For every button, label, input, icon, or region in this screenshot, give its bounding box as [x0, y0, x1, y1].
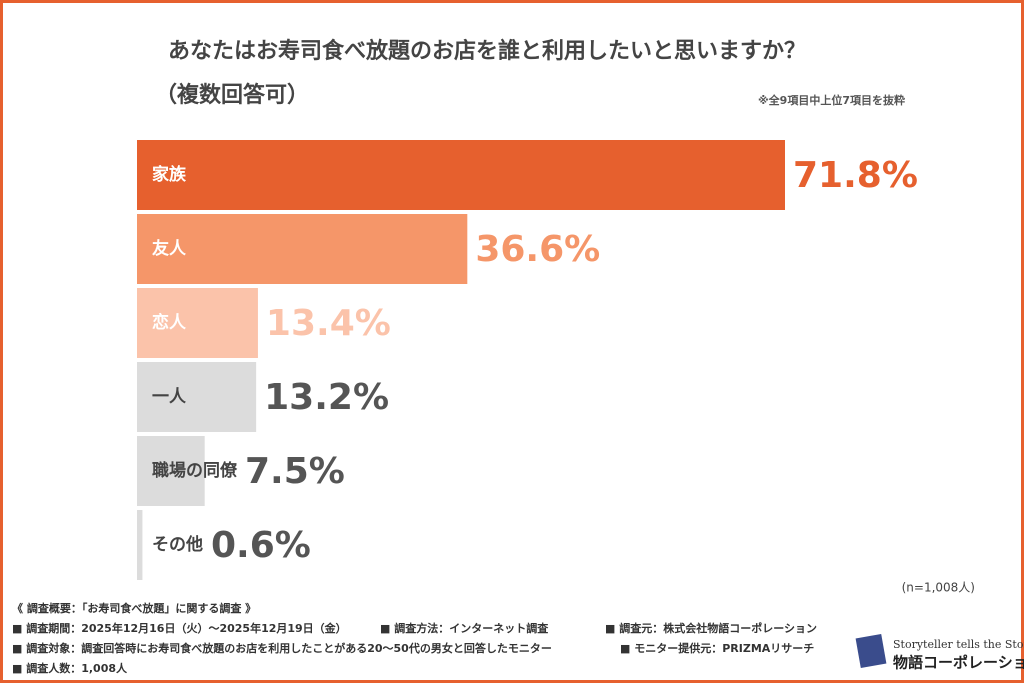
sample-note: (n=1,008人): [902, 581, 975, 595]
footer-item: ■ 調査方法：インターネット調査: [380, 621, 548, 635]
logo-icon: [855, 633, 887, 669]
footer-item: ■ 調査人数：1,008人: [12, 661, 128, 675]
category-label: 一人: [152, 387, 187, 407]
logo: Storyteller tells the Story 物語コーポレーション: [855, 633, 1024, 672]
category-label: 恋人: [152, 312, 187, 333]
bar: [137, 214, 468, 284]
category-label: 家族: [152, 164, 187, 185]
value-label: 7.5%: [245, 451, 345, 492]
footer-heading: 《 調査概要：「お寿司食べ放題」に関する調査 》: [12, 601, 256, 615]
bar: [137, 362, 257, 432]
category-label: 友人: [152, 238, 187, 259]
value-label: 13.2%: [264, 377, 389, 418]
bar: [137, 436, 205, 506]
footer-item: ■ 調査元：株式会社物語コーポレーション: [605, 621, 817, 635]
value-label: 0.6%: [211, 525, 311, 566]
bar: [137, 140, 785, 210]
logo-name: 物語コーポレーション: [893, 654, 1024, 672]
footer-item: ■ 調査期間：2025年12月16日（火）～2025年12月19日（金）: [12, 621, 347, 635]
bar: [137, 288, 258, 358]
value-label: 36.6%: [475, 229, 600, 270]
chart-title: あなたはお寿司食べ放題のお店を誰と利用したいと思いますか？: [168, 38, 806, 64]
logo-tagline: Storyteller tells the Story: [893, 638, 1024, 651]
bar: [137, 510, 143, 580]
note: ※全9項目中上位7項目を抜粋: [758, 93, 905, 107]
category-label: その他: [152, 534, 203, 555]
footer-item: ■ 調査対象：調査回答時にお寿司食べ放題のお店を利用したことがある20～50代の…: [12, 641, 552, 655]
value-label: 71.8%: [793, 155, 918, 196]
category-label: 職場の同僚: [152, 460, 238, 481]
footer-item: ■ モニター提供元：PRIZMAリサーチ: [620, 641, 814, 655]
value-label: 13.4%: [266, 303, 391, 344]
chart-subtitle: （複数回答可）: [155, 82, 309, 108]
